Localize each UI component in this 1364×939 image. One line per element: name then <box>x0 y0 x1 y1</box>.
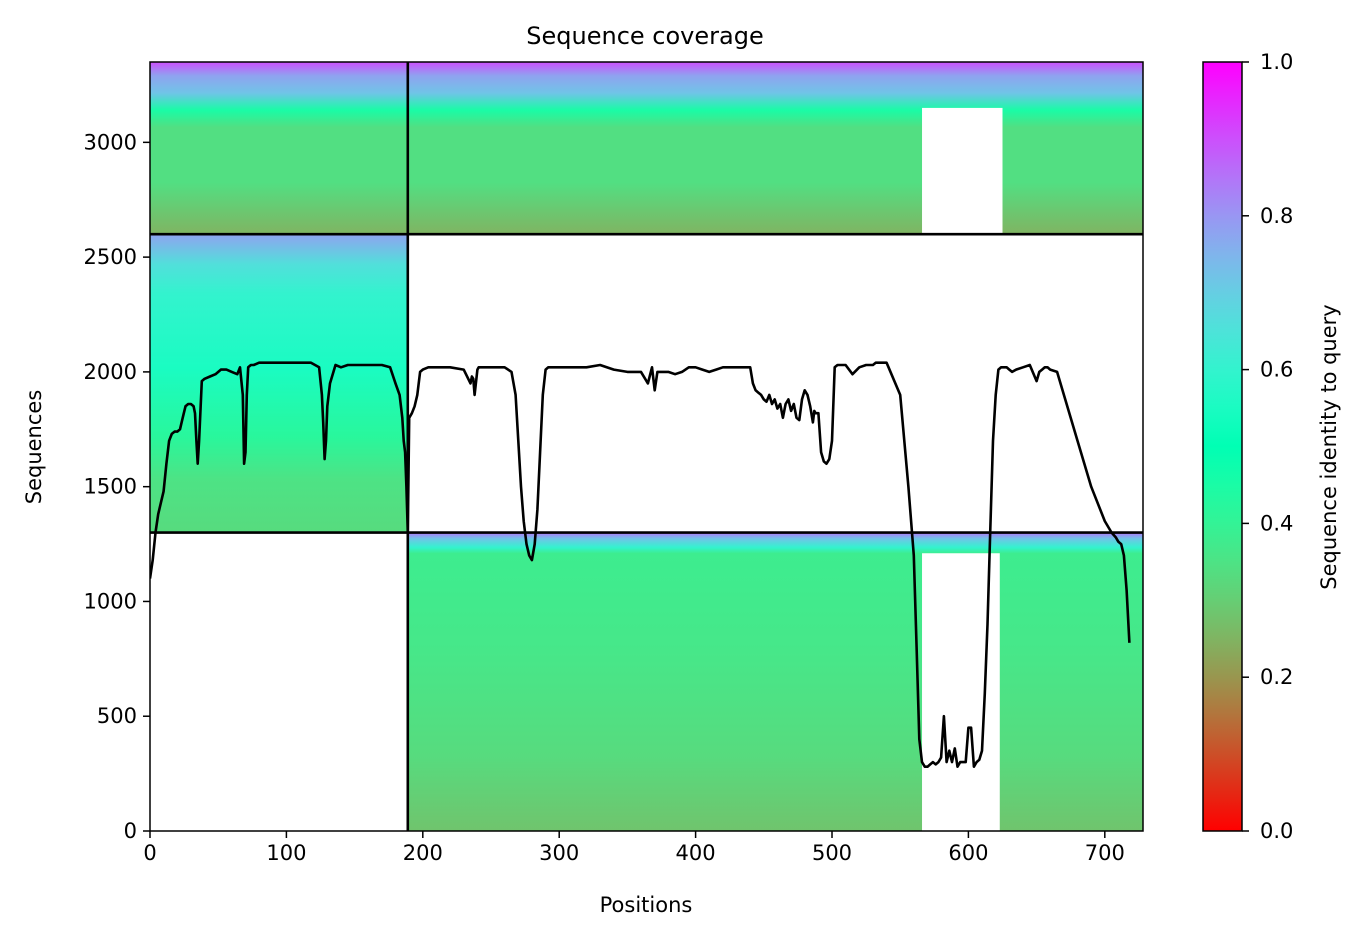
y-tick-label: 1500 <box>84 475 137 499</box>
plot-area <box>150 62 1143 831</box>
msa-block-chain-B <box>407 532 1143 831</box>
colorbar-tick-label: 0.2 <box>1260 665 1293 689</box>
colorbar-tick-label: 1.0 <box>1260 50 1293 74</box>
y-axis: 0 500 1000 1500 2000 2500 3000 <box>84 130 150 843</box>
x-tick-label: 400 <box>676 841 716 865</box>
x-tick-label: 600 <box>948 841 988 865</box>
coverage-line <box>150 361 1131 768</box>
x-tick-label: 500 <box>812 841 852 865</box>
x-tick-label: 100 <box>266 841 306 865</box>
y-tick-label: 2500 <box>84 245 137 269</box>
x-tick-label: 0 <box>143 841 156 865</box>
x-axis: 0 100 200 300 400 500 600 700 <box>143 831 1125 865</box>
colorbar-tick-label: 0.6 <box>1260 358 1293 382</box>
msa-block-chain-A <box>150 234 408 533</box>
colorbar-tick-label: 0.4 <box>1260 511 1293 535</box>
y-axis-label: Sequences <box>22 390 46 505</box>
colorbar-tick-label: 0.0 <box>1260 819 1293 843</box>
x-tick-label: 300 <box>539 841 579 865</box>
msa-gap-paired-0 <box>922 107 1003 235</box>
y-tick-label: 1000 <box>84 589 137 613</box>
colorbar: 0.0 0.2 0.4 0.6 0.8 1.0 <box>1202 50 1293 843</box>
y-tick-label: 500 <box>97 704 137 728</box>
colorbar-label: Sequence identity to query <box>1317 304 1341 589</box>
colorbar-gradient <box>1202 61 1243 832</box>
colorbar-tick-label: 0.8 <box>1260 204 1293 228</box>
chart-title: Sequence coverage <box>526 22 763 50</box>
x-tick-label: 200 <box>403 841 443 865</box>
msa-gap-chain-B-0 <box>922 553 1000 831</box>
plot-frame <box>149 61 1144 832</box>
y-tick-label: 0 <box>124 819 137 843</box>
x-tick-label: 700 <box>1085 841 1125 865</box>
x-axis-label: Positions <box>600 893 693 917</box>
y-tick-label: 3000 <box>84 130 137 154</box>
y-tick-label: 2000 <box>84 360 137 384</box>
